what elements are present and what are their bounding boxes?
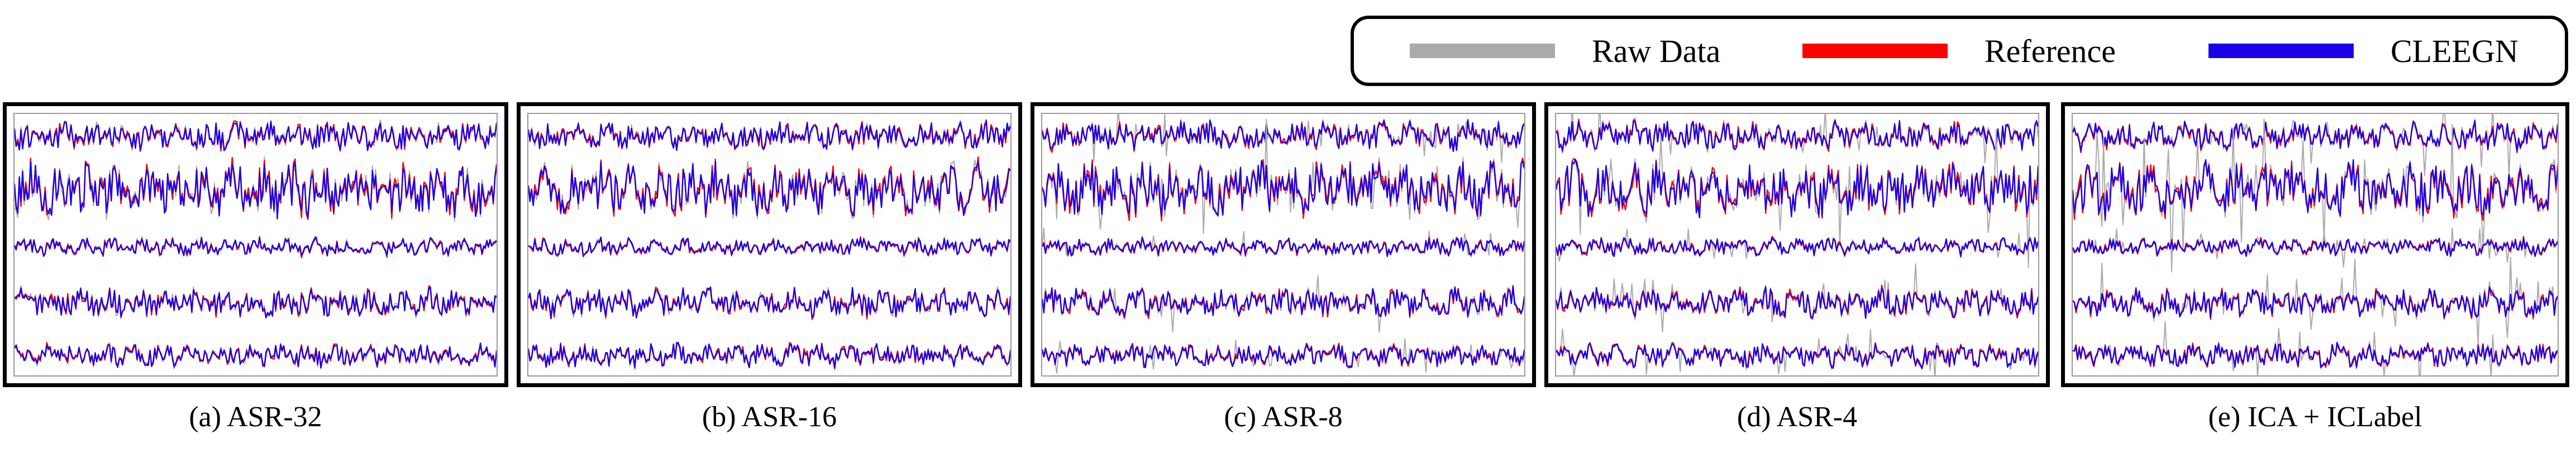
- trace-cleegn-ch1: [2073, 120, 2558, 151]
- trace-raw-data-ch5: [2073, 321, 2558, 375]
- plot-area-asr-4: [1555, 113, 2039, 377]
- eeg-plot-asr-4: [1556, 114, 2038, 375]
- trace-raw-data-ch2: [1042, 118, 1524, 234]
- panel-asr-16: [517, 102, 1022, 387]
- panel-asr-32: [3, 102, 508, 387]
- plot-area-asr-32: [13, 113, 498, 377]
- legend-label-raw-data: Raw Data: [1592, 32, 1721, 69]
- trace-cleegn-ch5: [1556, 342, 2038, 369]
- legend-item-raw-data: Raw Data: [1410, 19, 1720, 83]
- trace-cleegn-ch5: [2073, 341, 2558, 368]
- trace-cleegn-ch1: [1556, 120, 2038, 152]
- trace-cleegn-ch1: [15, 121, 497, 151]
- trace-cleegn-ch5: [1042, 342, 1524, 369]
- plot-area-ica-iclabel: [2072, 113, 2559, 377]
- trace-raw-data-ch5: [15, 341, 497, 369]
- caption-asr-32: (a) ASR-32: [189, 401, 322, 433]
- trace-cleegn-ch4: [528, 286, 1010, 320]
- legend-swatch-reference: [1802, 44, 1948, 58]
- trace-cleegn-ch1: [528, 121, 1010, 151]
- legend-label-reference: Reference: [1985, 32, 2116, 69]
- trace-cleegn-ch2: [1556, 159, 2038, 218]
- caption-asr-8: (c) ASR-8: [1224, 401, 1343, 433]
- panel-ica-iclabel: [2061, 102, 2569, 387]
- trace-cleegn-ch3: [1042, 236, 1524, 257]
- trace-cleegn-ch3: [15, 236, 497, 256]
- eeg-plot-asr-16: [528, 119, 1010, 370]
- trace-cleegn-ch3: [1556, 236, 2038, 258]
- trace-cleegn-ch2: [2073, 159, 2558, 220]
- trace-cleegn-ch1: [1042, 119, 1524, 153]
- trace-cleegn-ch4: [1042, 285, 1524, 317]
- legend-label-cleegn: CLEEGN: [2391, 32, 2518, 69]
- caption-asr-16: (b) ASR-16: [702, 401, 837, 433]
- trace-cleegn-ch2: [15, 161, 497, 220]
- trace-cleegn-ch5: [528, 341, 1010, 368]
- eeg-plot-ica-iclabel: [2073, 114, 2558, 375]
- panel-asr-4: [1544, 102, 2050, 387]
- caption-asr-4: (d) ASR-4: [1737, 401, 1858, 433]
- caption-ica-iclabel: (e) ICA + ICLabel: [2208, 401, 2422, 433]
- panel-asr-8: [1031, 102, 1536, 387]
- trace-cleegn-ch4: [15, 286, 497, 318]
- plot-area-asr-16: [527, 113, 1012, 377]
- trace-raw-data-ch1: [2073, 114, 2558, 179]
- trace-raw-data-ch4: [1042, 275, 1524, 333]
- trace-raw-data-ch5: [1556, 328, 2038, 375]
- legend: Raw Data Reference CLEEGN: [1351, 16, 2568, 86]
- trace-cleegn-ch4: [2073, 287, 2558, 318]
- trace-cleegn-ch2: [1042, 160, 1524, 217]
- legend-swatch-raw-data: [1410, 44, 1555, 58]
- eeg-plot-asr-8: [1042, 114, 1524, 374]
- trace-cleegn-ch5: [15, 342, 497, 369]
- trace-reference-ch1: [1042, 119, 1524, 153]
- trace-cleegn-ch3: [528, 237, 1010, 256]
- trace-cleegn-ch4: [1556, 286, 2038, 319]
- trace-cleegn-ch2: [528, 160, 1010, 217]
- legend-item-reference: Reference: [1802, 19, 2116, 83]
- legend-item-cleegn: CLEEGN: [2208, 19, 2518, 83]
- legend-swatch-cleegn: [2208, 44, 2354, 58]
- trace-cleegn-ch3: [2073, 237, 2558, 258]
- plot-area-asr-8: [1041, 113, 1525, 377]
- eeg-plot-asr-32: [15, 119, 497, 369]
